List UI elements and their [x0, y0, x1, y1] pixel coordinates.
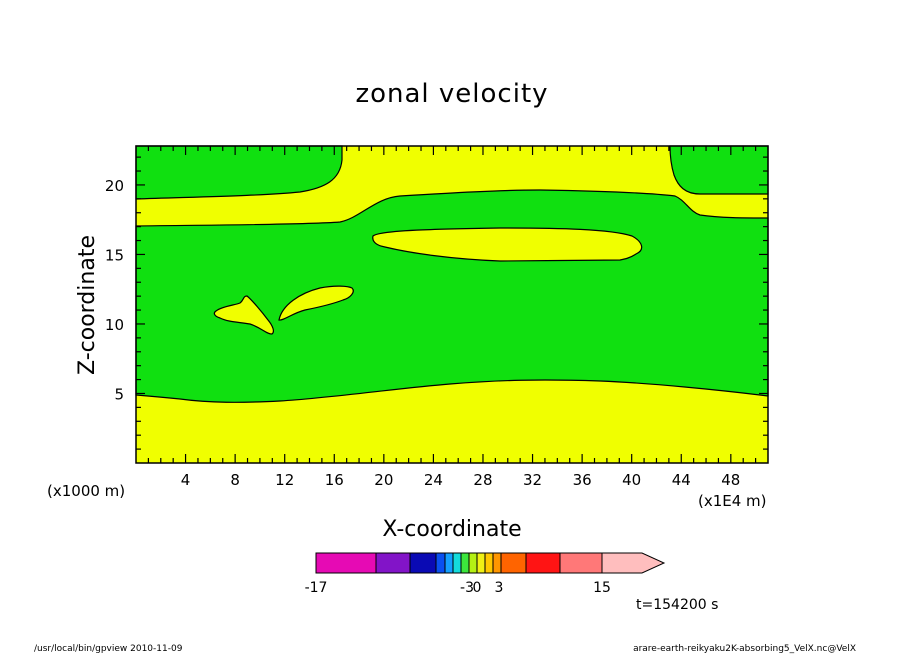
y-tick-label: 10: [105, 316, 124, 334]
plot-frame: [135, 145, 769, 464]
y-axis-label: Z-coordinate: [75, 235, 100, 375]
y-tick-label: 5: [114, 385, 124, 403]
colorbar-swatch: [460, 552, 470, 574]
x-tick-label: 24: [424, 471, 443, 489]
footer-right: arare-earth-reikyaku2K-absorbing5_VelX.n…: [633, 644, 856, 654]
x-tick-label: 32: [523, 471, 542, 489]
y-axis-ticks: 5 10 15 20: [105, 156, 768, 450]
colorbar-tick-label: 3: [495, 580, 504, 596]
y-unit-note: (x1000 m): [47, 482, 125, 500]
colorbar-swatch: [444, 552, 454, 574]
x-tick-label: 16: [325, 471, 344, 489]
colorbar-swatch: [468, 552, 478, 574]
colorbar-swatch: [492, 552, 502, 574]
x-tick-label: 40: [622, 471, 641, 489]
contour-region-green-top-right: [669, 145, 769, 195]
colorbar-swatch: [452, 552, 462, 574]
colorbar-swatch: [375, 552, 411, 574]
x-tick-label: 28: [473, 471, 492, 489]
x-axis-label: X-coordinate: [382, 517, 521, 542]
colorbar-swatch: [484, 552, 494, 574]
colorbar-swatch: [601, 552, 666, 574]
x-axis-ticks: 4 8 12 16 20 24 28 32 36 40 44 48: [147, 146, 757, 489]
colorbar-tick-label: -17: [305, 580, 328, 596]
x-tick-label: 44: [672, 471, 691, 489]
colorbar-tick-label: 15: [593, 580, 611, 596]
colorbar-swatch: [435, 552, 446, 574]
y-tick-label: 20: [105, 177, 124, 195]
colorbar-swatch: [559, 552, 603, 574]
footer-left: /usr/local/bin/gpview 2010-11-09: [34, 644, 183, 654]
x-tick-label: 36: [573, 471, 592, 489]
colorbar-swatch: [315, 552, 377, 574]
chart-title: zonal velocity: [355, 79, 548, 109]
contour-island-yellow-left-2: [278, 285, 354, 321]
x-tick-label: 4: [181, 471, 191, 489]
x-tick-label: 48: [721, 471, 740, 489]
colorbar-swatch: [500, 552, 527, 574]
x-unit-note: (x1E4 m): [698, 492, 767, 510]
x-tick-label: 12: [275, 471, 294, 489]
colorbar: -17 -30 3 15: [305, 552, 666, 596]
contour-region-green-top-left: [135, 145, 343, 200]
contour-island-yellow-middle: [372, 227, 643, 262]
contour-island-yellow-left-1: [213, 295, 274, 335]
colorbar-swatch: [409, 552, 437, 574]
x-tick-label: 8: [230, 471, 240, 489]
y-tick-label: 15: [105, 246, 124, 264]
colorbar-tick-label: -3: [460, 580, 474, 596]
x-tick-label: 20: [374, 471, 393, 489]
colorbar-swatch: [525, 552, 561, 574]
colorbar-tick-label: 0: [473, 580, 482, 596]
colorbar-swatch: [476, 552, 486, 574]
time-label: t=154200 s: [636, 597, 718, 613]
